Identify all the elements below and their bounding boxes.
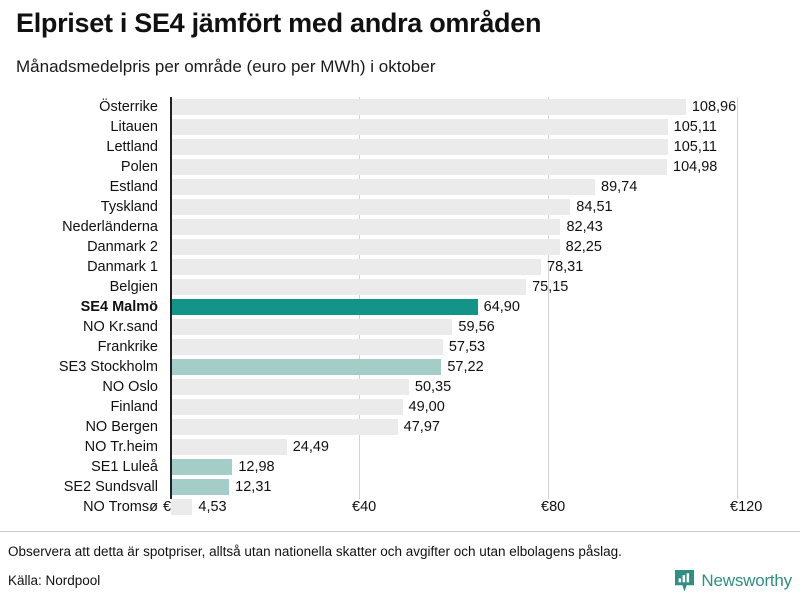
x-axis-tick-label: €120 bbox=[730, 499, 763, 515]
bar[interactable] bbox=[171, 199, 571, 215]
bar-row[interactable]: Litauen 105,11 bbox=[0, 117, 800, 137]
footer-divider bbox=[0, 531, 800, 532]
category-label: NO Tr.heim bbox=[84, 439, 158, 455]
bar[interactable] bbox=[171, 319, 453, 335]
chart-subtitle: Månadsmedelpris per område (euro per MWh… bbox=[16, 57, 436, 76]
bar[interactable] bbox=[171, 359, 442, 375]
newsworthy-logo: Newsworthy bbox=[674, 569, 792, 593]
bar-value-label: 78,31 bbox=[547, 259, 584, 275]
bar-row[interactable]: NO Bergen 47,97 bbox=[0, 417, 800, 437]
category-label: Belgien bbox=[109, 279, 158, 295]
bar-row[interactable]: Estland 89,74 bbox=[0, 177, 800, 197]
newsworthy-bar-chart-pin-icon bbox=[675, 570, 695, 592]
x-axis-tick-label: €40 bbox=[352, 499, 377, 515]
category-label: NO Tromsø bbox=[83, 499, 158, 515]
bar-value-label: 59,56 bbox=[458, 319, 495, 335]
bar-row[interactable]: Nederländerna 82,43 bbox=[0, 217, 800, 237]
bar[interactable] bbox=[171, 419, 398, 435]
bar[interactable] bbox=[171, 299, 478, 315]
bar-row[interactable]: Belgien 75,15 bbox=[0, 277, 800, 297]
bar-row[interactable]: NO Tr.heim 24,49 bbox=[0, 437, 800, 457]
footer-source: Källa: Nordpool bbox=[8, 573, 101, 588]
bar[interactable] bbox=[171, 479, 230, 495]
x-axis-tick-label: €80 bbox=[541, 499, 566, 515]
bar-value-label: 75,15 bbox=[532, 279, 569, 295]
footer-note: Observera att detta är spotpriser, allts… bbox=[8, 544, 622, 559]
bar[interactable] bbox=[171, 339, 443, 355]
chart-footer: Observera att detta är spotpriser, allts… bbox=[0, 531, 800, 600]
bar-value-label: 24,49 bbox=[292, 439, 329, 455]
bar[interactable] bbox=[171, 379, 409, 395]
bar-value-label: 84,51 bbox=[576, 199, 613, 215]
bar-value-label: 47,97 bbox=[403, 419, 440, 435]
bar[interactable] bbox=[171, 219, 561, 235]
bar-row[interactable]: NO Kr.sand 59,56 bbox=[0, 317, 800, 337]
bar[interactable] bbox=[171, 439, 287, 455]
bar[interactable] bbox=[171, 139, 668, 155]
category-label: Danmark 2 bbox=[87, 239, 158, 255]
category-label: Nederländerna bbox=[62, 219, 158, 235]
bar-row[interactable]: NO Tromsø 4,53 bbox=[0, 497, 800, 517]
bar-value-label: 64,90 bbox=[483, 299, 520, 315]
bar[interactable] bbox=[171, 459, 233, 475]
category-label: Danmark 1 bbox=[87, 259, 158, 275]
bar[interactable] bbox=[171, 279, 527, 295]
bar-value-label: 105,11 bbox=[673, 139, 717, 155]
bar-row[interactable]: SE3 Stockholm 57,22 bbox=[0, 357, 800, 377]
bar-row[interactable]: Lettland 105,11 bbox=[0, 137, 800, 157]
bar-value-label: 50,35 bbox=[414, 379, 452, 395]
category-label: SE4 Malmö bbox=[80, 299, 158, 315]
bar[interactable] bbox=[171, 499, 193, 515]
category-label: Österrike bbox=[99, 99, 158, 115]
category-label: Polen bbox=[120, 159, 158, 175]
bar-value-label: 57,22 bbox=[447, 359, 484, 375]
bar-value-label: 4,53 bbox=[198, 499, 227, 515]
bar-row[interactable]: Österrike 108,96 bbox=[0, 97, 800, 117]
category-label: NO Oslo bbox=[102, 379, 158, 395]
bar-row[interactable]: Tyskland 84,51 bbox=[0, 197, 800, 217]
category-label: Finland bbox=[110, 399, 158, 415]
category-label: Frankrike bbox=[97, 339, 158, 355]
category-label: Litauen bbox=[110, 119, 158, 135]
x-axis: €0€40€80€120 bbox=[0, 499, 800, 525]
bar-value-label: 82,25 bbox=[565, 239, 602, 255]
category-label: Tyskland bbox=[100, 199, 158, 215]
bar-value-label: 49,00 bbox=[408, 399, 445, 415]
brand-name: Newsworthy bbox=[701, 571, 792, 590]
bar-row[interactable]: Danmark 2 82,25 bbox=[0, 237, 800, 257]
bar-row[interactable]: NO Oslo 50,35 bbox=[0, 377, 800, 397]
category-label: NO Kr.sand bbox=[83, 319, 158, 335]
bar-row[interactable]: Polen 104,98 bbox=[0, 157, 800, 177]
y-axis-line bbox=[170, 97, 172, 499]
category-label: Estland bbox=[109, 179, 158, 195]
bar[interactable] bbox=[171, 119, 668, 135]
bar-value-label: 104,98 bbox=[673, 159, 718, 175]
bar-row[interactable]: Finland 49,00 bbox=[0, 397, 800, 417]
category-label: NO Bergen bbox=[85, 419, 158, 435]
bar-value-label: 82,43 bbox=[566, 219, 603, 235]
category-label: SE1 Luleå bbox=[91, 459, 158, 475]
bar-row[interactable]: SE4 Malmö 64,90 bbox=[0, 297, 800, 317]
category-label: SE2 Sundsvall bbox=[63, 479, 158, 495]
bar[interactable] bbox=[171, 239, 560, 255]
bar[interactable] bbox=[171, 259, 541, 275]
chart-plot-area: Österrike 108,96 Litauen 105,11 Lettland 105,… bbox=[0, 95, 800, 515]
bar[interactable] bbox=[171, 399, 403, 415]
bar[interactable] bbox=[171, 159, 668, 175]
bar-value-label: 89,74 bbox=[601, 179, 638, 195]
bar-row[interactable]: Danmark 1 78,31 bbox=[0, 257, 800, 277]
bar-value-label: 12,31 bbox=[235, 479, 272, 495]
bar[interactable] bbox=[171, 179, 596, 195]
bar-row[interactable]: Frankrike 57,53 bbox=[0, 337, 800, 357]
category-label: SE3 Stockholm bbox=[58, 359, 158, 375]
page-title: Elpriset i SE4 jämfört med andra områden bbox=[16, 8, 542, 38]
bar-row[interactable]: SE2 Sundsvall 12,31 bbox=[0, 477, 800, 497]
bar[interactable] bbox=[171, 99, 686, 115]
bar-value-label: 12,98 bbox=[238, 459, 275, 475]
bar-row[interactable]: SE1 Luleå 12,98 bbox=[0, 457, 800, 477]
bar-value-label: 105,11 bbox=[673, 119, 717, 135]
bar-value-label: 108,96 bbox=[691, 99, 737, 115]
category-label: Lettland bbox=[106, 139, 158, 155]
bar-value-label: 57,53 bbox=[448, 339, 486, 355]
